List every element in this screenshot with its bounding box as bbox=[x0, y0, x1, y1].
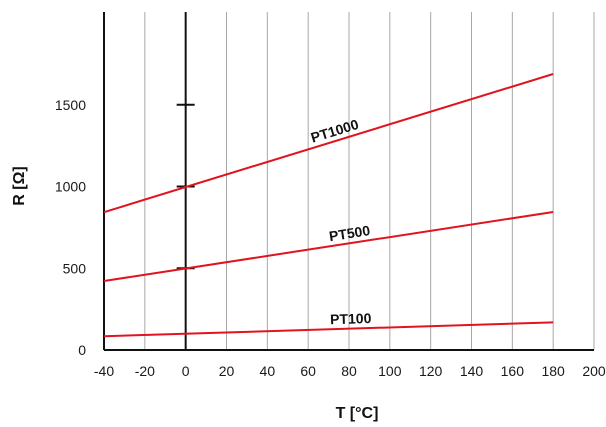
x-tick-label: 20 bbox=[219, 363, 235, 379]
y-tick-labels: 0 500 1000 1500 bbox=[55, 97, 86, 358]
x-tick-label: 100 bbox=[378, 363, 402, 379]
series-line bbox=[103, 73, 554, 214]
x-tick-label: 60 bbox=[300, 363, 316, 379]
y-axis-title: R [Ω] bbox=[11, 166, 28, 205]
series-line bbox=[103, 211, 554, 282]
x-tick-label: 40 bbox=[260, 363, 276, 379]
x-tick-label: -40 bbox=[94, 363, 114, 379]
vertical-grid bbox=[144, 12, 595, 350]
x-tick-labels: -40 -20 0 20 40 60 80 100 120 140 160 180 200 bbox=[94, 363, 606, 379]
y-tick-label: 500 bbox=[63, 260, 87, 276]
x-tick-label: 0 bbox=[182, 363, 190, 379]
x-tick-label: 120 bbox=[419, 363, 443, 379]
axes bbox=[103, 12, 594, 351]
x-tick-label: 140 bbox=[460, 363, 484, 379]
y-tick-label: 1500 bbox=[55, 97, 86, 113]
x-axis-title: T [°C] bbox=[336, 405, 379, 422]
series-label: PT100 bbox=[330, 310, 372, 327]
x-tick-label: -20 bbox=[135, 363, 155, 379]
x-tick-label: 80 bbox=[341, 363, 357, 379]
x-tick-label: 200 bbox=[582, 363, 606, 379]
y-tick-label: 1000 bbox=[55, 179, 86, 195]
series-label: PT500 bbox=[328, 222, 371, 244]
y-tick-label: 0 bbox=[78, 342, 86, 358]
series-line bbox=[103, 321, 554, 338]
x-tick-label: 180 bbox=[541, 363, 565, 379]
x-tick-label: 160 bbox=[501, 363, 525, 379]
